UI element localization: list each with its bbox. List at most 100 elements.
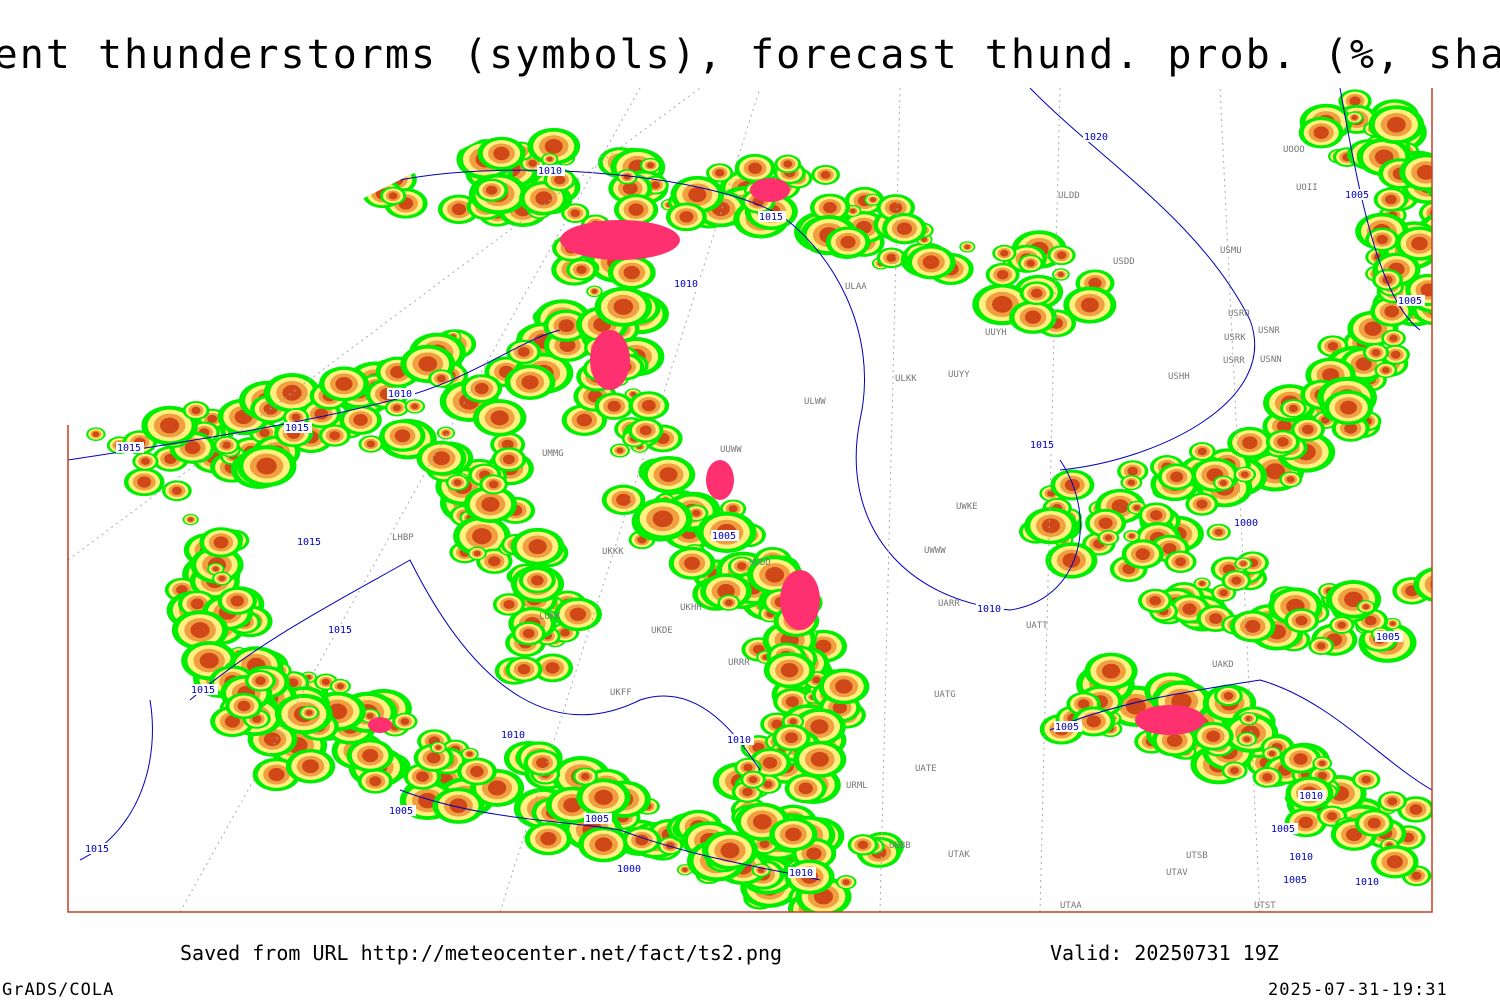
shade-blob: [321, 678, 331, 686]
shade-blob: [190, 598, 204, 610]
isobar-label: 1015: [297, 537, 321, 548]
shade-blob: [347, 188, 362, 198]
shade-blob: [418, 356, 438, 372]
shade-blob: [1166, 733, 1183, 747]
station-label: UATE: [915, 764, 937, 774]
shade-blob: [255, 676, 266, 686]
isobar-label: 1015: [117, 443, 141, 454]
shade-blob: [1288, 404, 1298, 413]
shade-blob: [1431, 183, 1432, 202]
shade-blob: [1149, 595, 1162, 606]
shade-blob: [835, 679, 853, 694]
isobar-label: 1010: [1299, 791, 1323, 802]
shade-blob: [795, 914, 812, 926]
shade-blob: [336, 683, 344, 690]
shade-blob: [785, 696, 799, 708]
station-label: UTST: [1254, 901, 1276, 911]
shade-blob: [1125, 697, 1146, 715]
shade-blob: [1240, 471, 1249, 478]
station-label: UOII: [1296, 183, 1318, 193]
shade-blob: [345, 161, 371, 180]
isobar-label: 1015: [328, 625, 352, 636]
shade-blob: [563, 797, 582, 813]
shade-blob: [1030, 288, 1043, 299]
shade-blob: [635, 834, 649, 846]
shade-blob: [411, 403, 419, 410]
shade-blob: [832, 701, 848, 714]
shade-blob: [493, 146, 510, 161]
shade-blob: [453, 479, 462, 486]
isobar-label: 1010: [1289, 852, 1313, 863]
software: GrADS/COLA: [2, 980, 114, 1000]
shade-blob: [394, 429, 411, 443]
shade-blob: [1390, 350, 1401, 359]
shade-blob: [1355, 357, 1372, 371]
shade-blob: [1409, 804, 1423, 815]
shade-blob: [488, 480, 499, 489]
isobar-label: 1015: [1030, 440, 1054, 451]
isobar-label: 1020: [1084, 132, 1108, 143]
shade-blob: [282, 384, 302, 401]
shade-blob: [230, 595, 244, 607]
shade-blob: [544, 138, 563, 154]
shade-blob: [922, 255, 940, 270]
shade-blob: [1223, 691, 1234, 700]
station-label: UATG: [934, 690, 956, 700]
shade-blob: [1436, 176, 1463, 196]
shade-blob: [302, 759, 319, 774]
shade-blob: [137, 476, 152, 488]
shade-blob: [1340, 400, 1357, 415]
shade-blob: [921, 237, 928, 242]
shade-blob: [1389, 621, 1396, 626]
shade-blob: [1265, 463, 1286, 480]
station-label: ULWW: [804, 397, 826, 407]
isobar-label: 1010: [538, 166, 562, 177]
shade-blob: [466, 751, 473, 757]
shade-blob: [263, 732, 281, 747]
shade-blob: [799, 916, 809, 923]
shade-blob: [684, 556, 701, 570]
isobar-label: 1015: [285, 423, 309, 434]
shade-blob: [1440, 189, 1449, 196]
shade-blob: [623, 173, 631, 180]
shade-blob: [481, 496, 500, 512]
shade-blob: [1367, 817, 1381, 829]
station-label: UUDD: [749, 558, 771, 568]
station-label: UTAK: [948, 850, 970, 860]
shade-blob: [1104, 534, 1113, 541]
station-label: UUYH: [985, 328, 1007, 338]
shade-blob: [256, 457, 277, 475]
shade-blob: [759, 839, 770, 849]
shade-blob: [521, 375, 539, 390]
shade-blob: [528, 159, 537, 167]
shade-blob: [628, 203, 644, 216]
shade-blob: [748, 162, 762, 174]
shade-blob: [1441, 180, 1457, 193]
shade-blob: [187, 517, 194, 522]
shade-blob: [517, 664, 531, 675]
shade-blob: [607, 400, 621, 412]
shade-blob: [800, 917, 806, 922]
shade-blob: [616, 447, 624, 454]
shade-blob: [784, 732, 798, 744]
shade-blob: [1389, 334, 1398, 342]
isobar-label: 1015: [191, 685, 215, 696]
shade-blob: [392, 404, 402, 412]
shade-blob: [305, 709, 313, 716]
shade-blob: [340, 158, 376, 183]
shade-blob: [752, 814, 772, 830]
shade-blob: [1344, 423, 1358, 434]
shade-blob: [184, 441, 201, 455]
station-label: ULDD: [1058, 191, 1080, 201]
shade-blob: [569, 607, 587, 622]
shade-blob: [639, 425, 652, 436]
shade-blob: [160, 417, 180, 434]
station-label: UUYY: [948, 370, 970, 380]
shade-blob: [1436, 224, 1456, 240]
shade-blob: [1386, 855, 1403, 869]
shade-blob: [291, 413, 301, 421]
shade-blob: [268, 767, 285, 782]
shade-blob: [1424, 573, 1432, 596]
timestamp: 2025-07-31-19:31: [1268, 980, 1448, 1000]
shade-blob: [748, 776, 758, 784]
